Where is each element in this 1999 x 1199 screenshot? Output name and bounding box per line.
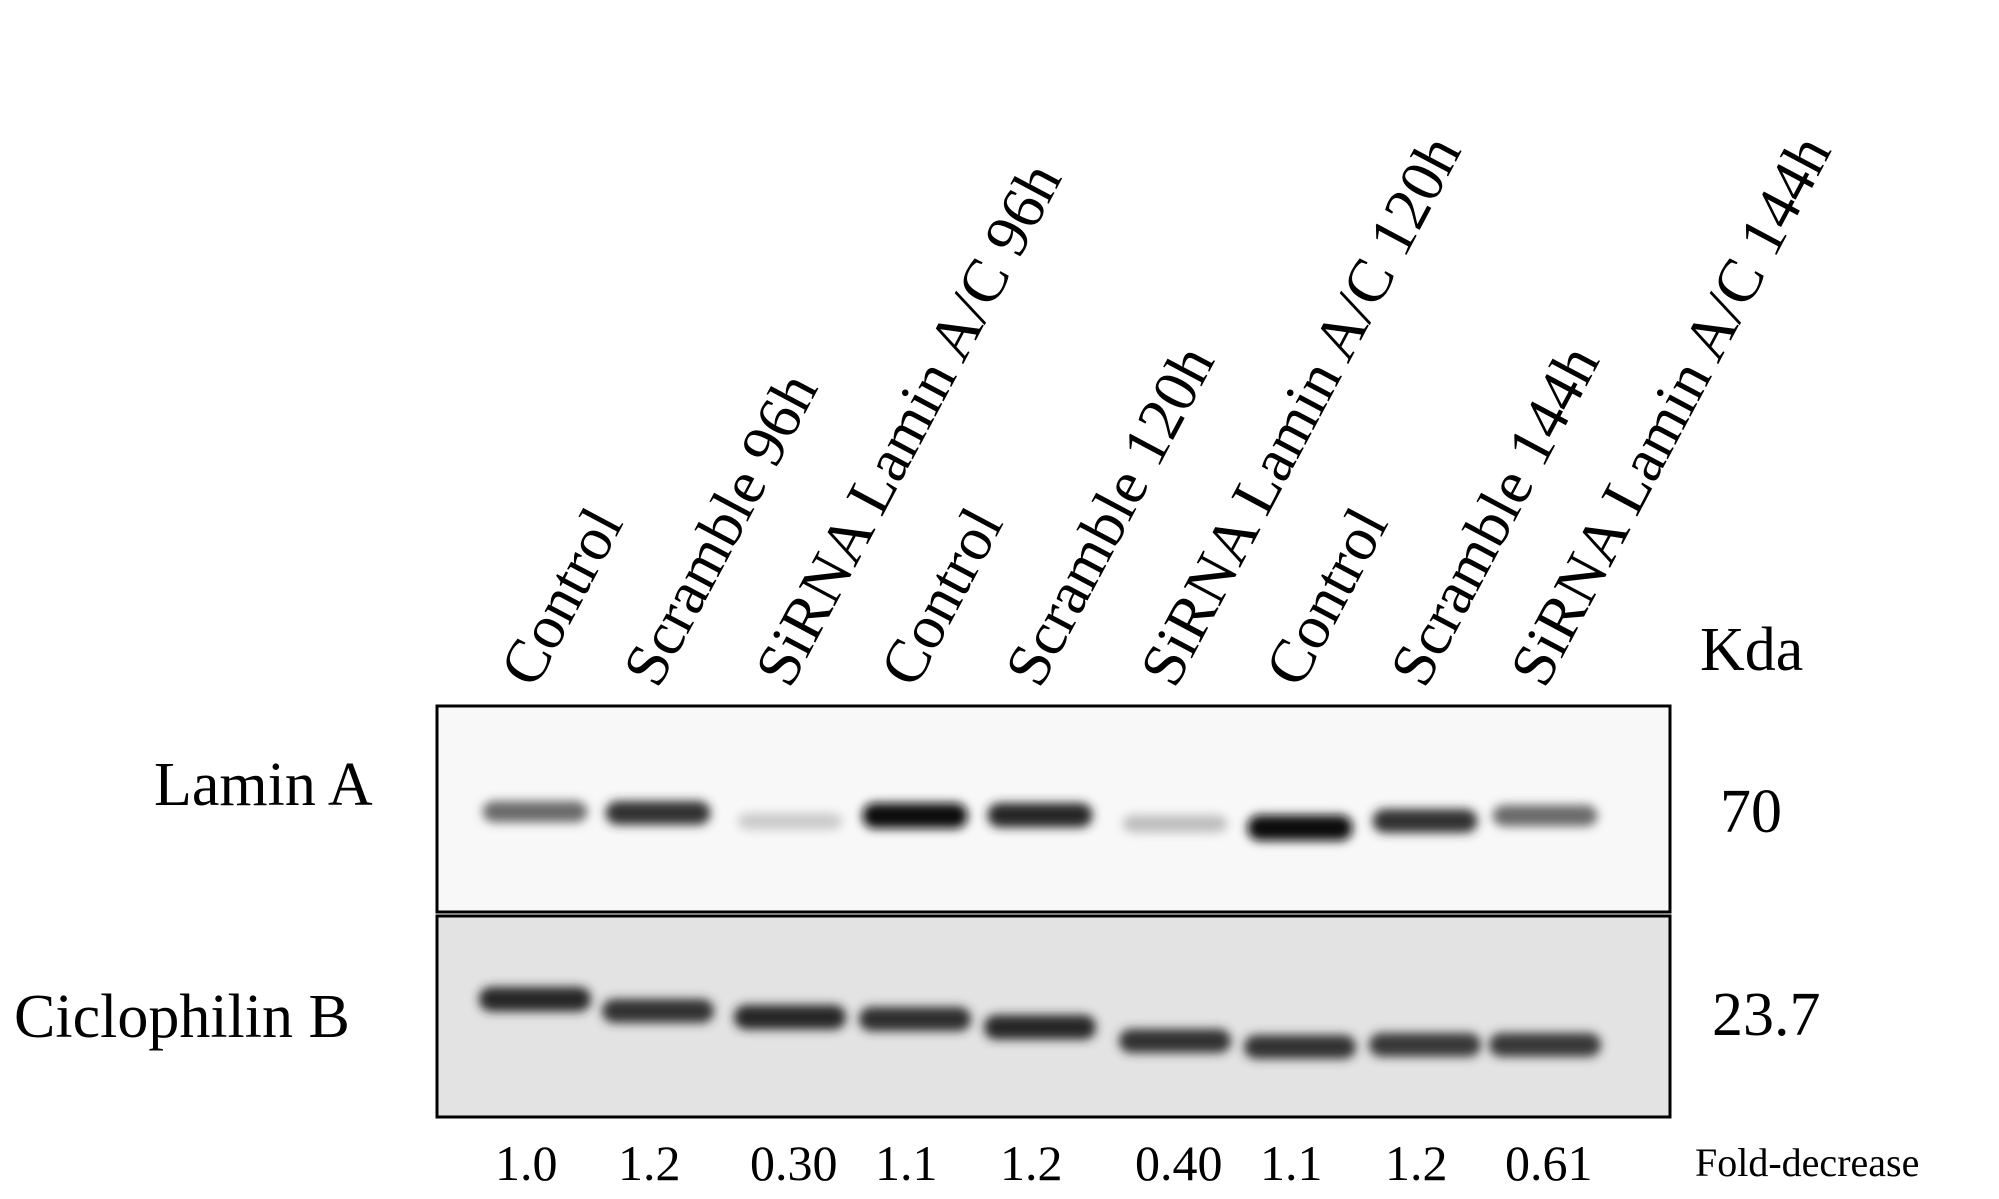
fold-value: 1.1 [875,1135,938,1191]
band [734,1005,846,1030]
band [482,801,588,823]
band [1119,1029,1231,1053]
lamin-a-bands [482,801,1598,841]
band [984,1015,1096,1040]
band [1369,1033,1481,1057]
band [1244,1035,1356,1059]
band [605,801,711,825]
fold-value: 1.2 [618,1135,681,1191]
ciclophilin-b-kda: 23.7 [1712,981,1821,1049]
fold-value: 0.40 [1135,1135,1223,1191]
fold-decrease-values: 1.0 1.2 0.30 1.1 1.2 0.40 1.1 1.2 0.61 [495,1135,1593,1191]
band [602,999,714,1023]
band [1372,809,1478,833]
lamin-a-label: Lamin A [154,751,373,819]
fold-value: 1.1 [1260,1135,1323,1191]
band [859,1007,971,1032]
kda-header: Kda [1700,616,1803,684]
band [1122,815,1228,833]
band [1492,805,1598,827]
band [987,803,1093,828]
band [862,803,968,829]
ciclophilin-b-panel [435,914,1672,1119]
ciclophilin-b-label: Ciclophilin B [14,983,350,1051]
fold-value: 0.30 [750,1135,838,1191]
fold-value: 1.2 [1000,1135,1063,1191]
lamin-a-panel [435,704,1672,914]
fold-value: 1.2 [1385,1135,1448,1191]
band [1247,815,1353,841]
fold-value: 1.0 [495,1135,558,1191]
fold-decrease-caption: Fold-decrease [1695,1140,1919,1185]
band [1489,1033,1601,1057]
fold-value: 0.61 [1505,1135,1593,1191]
ciclophilin-b-bands [479,987,1601,1059]
lamin-a-kda: 70 [1720,778,1782,846]
band [737,813,843,830]
band [479,987,591,1012]
